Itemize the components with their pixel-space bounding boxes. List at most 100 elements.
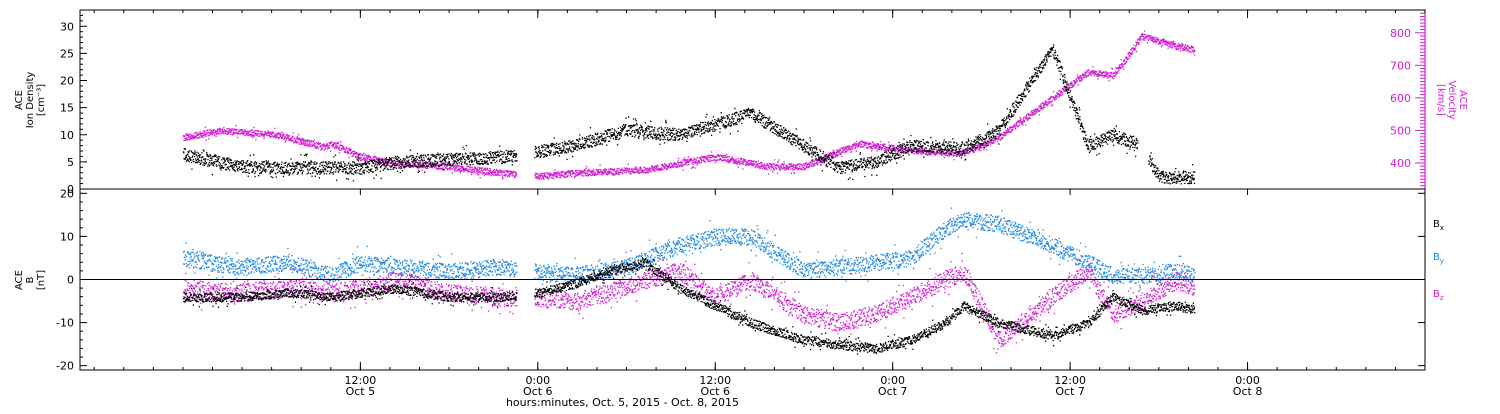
- data-point: [812, 163, 814, 165]
- data-point: [352, 161, 354, 163]
- data-point: [1016, 125, 1018, 127]
- data-point: [1059, 90, 1061, 92]
- data-point: [1114, 76, 1116, 78]
- data-point: [453, 157, 455, 159]
- data-point: [976, 144, 978, 146]
- data-point: [1058, 90, 1060, 92]
- data-point: [773, 168, 775, 170]
- data-point: [634, 171, 636, 173]
- data-point: [877, 144, 879, 146]
- data-point: [932, 153, 934, 155]
- data-point: [613, 174, 615, 177]
- data-point: [366, 167, 368, 169]
- data-point: [1110, 71, 1113, 74]
- data-point: [773, 163, 775, 165]
- data-point: [228, 166, 230, 168]
- data-point: [548, 176, 550, 178]
- data-point: [485, 173, 487, 175]
- data-point: [1041, 106, 1043, 108]
- data-point: [396, 160, 398, 162]
- data-point: [1192, 46, 1194, 48]
- data-point: [828, 152, 831, 154]
- data-point: [375, 162, 377, 164]
- data-point: [831, 154, 834, 156]
- data-point: [292, 136, 294, 138]
- data-point: [443, 157, 446, 159]
- data-point: [281, 161, 283, 163]
- data-point: [1129, 53, 1132, 55]
- data-point: [383, 164, 385, 166]
- data-point: [501, 174, 503, 176]
- data-point: [305, 153, 307, 155]
- data-point: [433, 155, 435, 158]
- data-point: [238, 132, 241, 135]
- data-point: [1029, 114, 1031, 116]
- data-point: [231, 128, 233, 130]
- data-point: [1063, 88, 1065, 90]
- data-point: [648, 171, 650, 174]
- data-point: [549, 172, 551, 174]
- data-point: [385, 159, 387, 161]
- data-point: [917, 153, 919, 155]
- data-point: [1100, 71, 1102, 74]
- data-point: [183, 140, 185, 142]
- data-point: [327, 170, 329, 173]
- data-point: [760, 164, 763, 166]
- data-point: [282, 135, 284, 137]
- data-point: [935, 148, 937, 150]
- data-point: [743, 159, 745, 161]
- data-point: [783, 166, 785, 169]
- data-point: [805, 166, 807, 168]
- data-point: [190, 159, 192, 161]
- data-point: [795, 167, 797, 169]
- data-point: [710, 157, 712, 159]
- data-point: [319, 142, 321, 144]
- data-point: [486, 167, 489, 170]
- data-point: [891, 147, 893, 150]
- data-point: [215, 164, 217, 166]
- data-point: [708, 154, 710, 156]
- data-point: [197, 134, 199, 136]
- data-point: [469, 168, 471, 170]
- data-point: [648, 169, 650, 172]
- data-point: [850, 151, 852, 154]
- data-point: [471, 166, 473, 169]
- data-point: [860, 145, 862, 148]
- data-point: [406, 155, 408, 157]
- data-point: [770, 169, 772, 171]
- data-point: [882, 146, 884, 149]
- data-point: [635, 171, 637, 173]
- data-point: [505, 174, 507, 176]
- data-point: [1128, 52, 1131, 54]
- data-point: [223, 161, 225, 163]
- data-point: [974, 149, 977, 152]
- data-point: [1078, 78, 1080, 81]
- data-point: [992, 141, 994, 143]
- data-point: [688, 163, 690, 166]
- data-point: [347, 148, 349, 150]
- data-point: [731, 158, 733, 161]
- data-point: [280, 167, 282, 169]
- data-point: [465, 168, 467, 171]
- data-point: [373, 158, 375, 160]
- data-point: [1135, 41, 1137, 43]
- data-point: [1115, 73, 1117, 75]
- data-point: [794, 172, 796, 175]
- data-point: [399, 161, 401, 164]
- data-point: [1121, 62, 1123, 64]
- data-point: [1103, 71, 1105, 73]
- data-point: [187, 134, 189, 136]
- data-point: [654, 170, 656, 172]
- data-point: [435, 167, 438, 169]
- data-point: [371, 171, 374, 173]
- data-point: [1033, 113, 1036, 116]
- data-point: [549, 174, 551, 177]
- data-point: [253, 135, 256, 137]
- data-point: [720, 154, 722, 156]
- data-point: [374, 166, 376, 168]
- data-point: [870, 147, 872, 149]
- data-point: [494, 170, 496, 173]
- data-point: [246, 160, 248, 163]
- data-point: [258, 130, 260, 133]
- data-point: [585, 172, 587, 174]
